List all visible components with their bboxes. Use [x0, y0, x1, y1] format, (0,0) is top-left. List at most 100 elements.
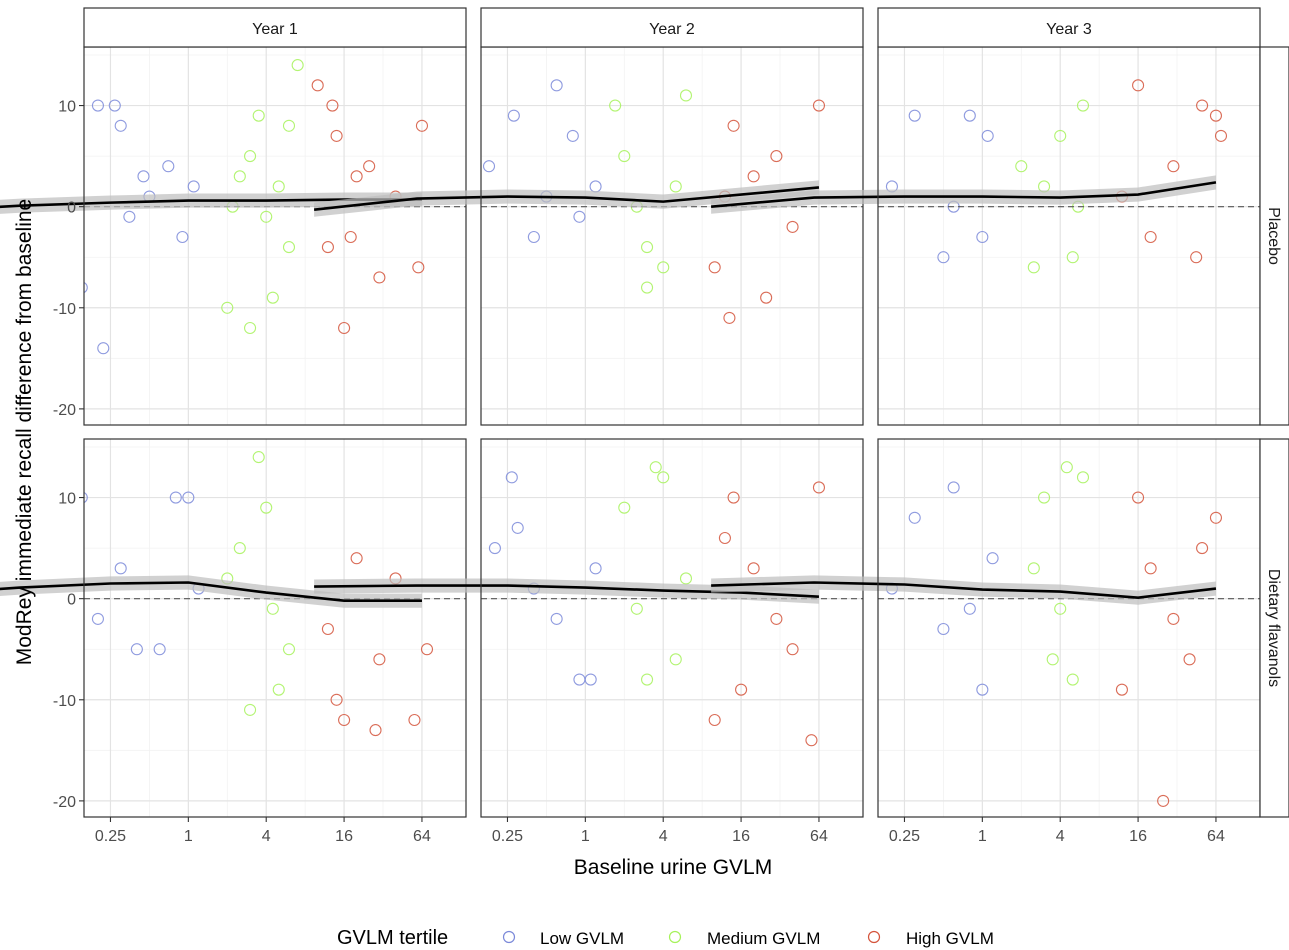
point-medium — [244, 150, 257, 163]
point-high — [1183, 653, 1196, 666]
axes: 10 0 -10 -20 10 0 -10 -20 0.25 1 4 16 64 0.25 1 4 16 64 0.… — [53, 99, 1225, 845]
point-high — [408, 713, 421, 727]
x-tick-label: 16 — [1129, 828, 1147, 845]
point-medium — [233, 170, 246, 183]
panel-border — [83, 438, 467, 818]
panel-dietary-flavanols-year-3 — [711, 438, 1261, 818]
point-high — [326, 99, 339, 112]
panel-placebo-year-2 — [313, 46, 864, 426]
point-medium — [282, 241, 296, 254]
point-low — [507, 109, 520, 122]
point-high — [723, 311, 736, 324]
row-strip-placebo — [1259, 46, 1289, 426]
point-high — [747, 170, 760, 183]
point-high — [708, 261, 721, 274]
point-high — [420, 643, 434, 656]
strip-label-year-2: Year 2 — [649, 21, 695, 38]
point-high — [727, 491, 740, 504]
point-medium — [1038, 491, 1051, 504]
facet-strips: Year 1 Year 2 Year 3 Placebo Dietary flavano… — [83, 7, 1289, 818]
smooth-line — [314, 584, 820, 598]
point-low — [97, 342, 110, 355]
point-low — [550, 79, 563, 92]
x-tick-label: 16 — [732, 828, 750, 845]
point-low — [947, 481, 960, 494]
panel-background — [481, 439, 863, 817]
y-tick-label: -20 — [53, 402, 76, 419]
legend-key-medium — [668, 930, 682, 944]
x-tick-label: 1 — [581, 828, 590, 845]
y-tick-label: 10 — [58, 491, 76, 508]
point-low — [937, 622, 950, 636]
x-tick-label: 4 — [262, 828, 271, 845]
point-high — [770, 150, 783, 163]
point-medium — [260, 210, 273, 223]
smooth-confidence-band — [0, 192, 422, 214]
point-high — [338, 321, 351, 335]
panel-gridlines — [84, 47, 466, 425]
point-medium — [630, 602, 643, 615]
y-tick-label: -10 — [53, 693, 76, 710]
point-low — [566, 129, 579, 142]
point-medium — [1054, 129, 1067, 142]
point-high — [373, 271, 386, 284]
legend-key-low — [502, 930, 516, 944]
point-high — [311, 79, 324, 92]
point-low — [187, 180, 200, 193]
x-tick-label: 4 — [659, 828, 668, 845]
point-medium — [1066, 251, 1079, 264]
point-high — [708, 713, 721, 727]
point-medium — [221, 301, 234, 314]
y-tick-label: -10 — [53, 301, 76, 318]
point-high — [718, 531, 731, 545]
point-high — [1167, 160, 1180, 173]
strip-year-1 — [83, 7, 467, 48]
point-medium — [609, 99, 622, 112]
point-low — [976, 230, 989, 244]
point-low — [908, 511, 921, 524]
point-medium — [1027, 261, 1040, 274]
point-low — [963, 109, 976, 122]
point-high — [760, 291, 773, 304]
x-tick-label: 64 — [1207, 828, 1225, 845]
point-low — [108, 99, 121, 112]
point-high — [1157, 794, 1170, 807]
point-low — [91, 99, 104, 112]
y-tick-label: 0 — [67, 200, 76, 217]
smooth-line — [711, 581, 1217, 599]
point-low — [482, 160, 496, 173]
point-high — [373, 653, 386, 666]
point-medium — [291, 59, 304, 72]
y-tick-label: 0 — [67, 592, 76, 609]
point-high — [1209, 109, 1223, 122]
point-low — [963, 602, 976, 615]
panel-background — [84, 439, 466, 817]
x-tick-label: 4 — [1056, 828, 1065, 845]
point-medium — [272, 683, 285, 696]
point-low — [981, 129, 994, 142]
point-low — [937, 251, 950, 264]
point-high — [747, 562, 760, 575]
point-high — [1167, 612, 1180, 625]
point-medium — [649, 461, 662, 474]
point-medium — [657, 471, 670, 484]
point-high — [321, 241, 334, 254]
row-strip-dietary-flavanols — [1259, 438, 1289, 818]
strip-year-3 — [877, 7, 1261, 48]
point-low — [114, 119, 127, 132]
point-low — [84, 281, 88, 294]
point-high — [1144, 562, 1157, 575]
point-high — [1209, 511, 1223, 524]
row-strip-label-placebo: Placebo — [1265, 207, 1282, 265]
x-tick-label: 1 — [184, 828, 193, 845]
strip-label-year-1: Year 1 — [252, 21, 298, 38]
panel-points — [84, 451, 434, 737]
y-tick-label: -20 — [53, 794, 76, 811]
point-low — [488, 542, 501, 555]
x-tick-label: 64 — [810, 828, 828, 845]
point-high — [350, 170, 363, 183]
point-medium — [266, 602, 279, 615]
x-axis-title: Baseline urine GVLM — [574, 856, 772, 879]
legend: GVLM tertile Low GVLM Medium GVLM High G… — [337, 927, 994, 949]
